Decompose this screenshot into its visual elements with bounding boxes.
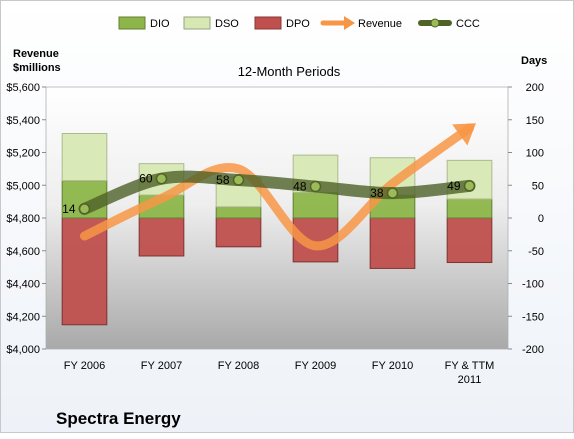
ccc-point [232, 174, 245, 186]
category-label: FY & TTM [445, 360, 495, 372]
left-tick-label: $4,400 [6, 279, 40, 291]
ccc-point [309, 180, 322, 193]
ccc-point [463, 180, 476, 192]
right-tick-label: -50 [528, 246, 544, 258]
ccc-data-label: 60 [139, 172, 153, 186]
line-group: 14 60 58 48 38 49 [62, 123, 476, 251]
revenue-arrowhead [452, 123, 476, 146]
dso-bar [61, 133, 108, 182]
left-tick-label: $4,000 [6, 344, 40, 356]
category-label: FY 2010 [372, 360, 413, 372]
left-tick-label: $4,200 [6, 311, 40, 323]
plot-title: 12-Month Periods [238, 64, 341, 79]
bar-group [61, 133, 493, 326]
category-axis: FY 2006 FY 2007 FY 2008 FY 2009 FY 2010 FY & … [64, 360, 495, 386]
ccc-data-label: 58 [216, 173, 230, 187]
dio-bar [292, 191, 339, 219]
category-label: FY 2007 [141, 360, 182, 372]
legend-label: DIO [150, 18, 170, 30]
left-axis-title-line-1: Revenue [13, 48, 59, 60]
left-tick-label: $5,200 [6, 148, 40, 160]
left-axis-title-line-2: $millions [13, 62, 61, 74]
category-label: FY 2008 [218, 360, 259, 372]
ccc-data-label: 38 [370, 186, 384, 200]
ccc-point [78, 203, 91, 215]
left-axis: $4,000 $4,200 $4,400 $4,600 $4,800 $5,000 $5,2… [6, 82, 46, 356]
right-tick-label: -150 [522, 311, 544, 323]
right-tick-label: 200 [526, 82, 544, 94]
right-tick-label: 150 [526, 115, 544, 127]
revenue-line [80, 123, 474, 251]
left-tick-label: $4,600 [6, 246, 40, 258]
legend-swatch-dso [183, 16, 211, 30]
dio-bar [215, 206, 262, 219]
ccc-point [386, 187, 399, 199]
legend-arrowhead-revenue [344, 16, 355, 30]
category-label: FY 2009 [295, 360, 336, 372]
left-tick-label: $5,400 [6, 115, 40, 127]
right-tick-label: 0 [538, 213, 544, 225]
right-axis-title: Days [521, 55, 547, 67]
legend-label: CCC [456, 18, 480, 30]
company-name: Spectra Energy [56, 409, 181, 428]
dpo-bar [446, 217, 493, 264]
legend-swatch-dpo [254, 16, 282, 30]
right-axis: -200 -150 -100 -50 0 50 100 150 200 [508, 82, 544, 356]
legend: DIO DSO DPO Revenue CCC [118, 16, 480, 30]
category-label: FY 2006 [64, 360, 105, 372]
dpo-bar [138, 217, 185, 257]
right-tick-label: -100 [522, 279, 544, 291]
ccc-data-label: 14 [62, 202, 76, 216]
ccc-point [155, 172, 168, 185]
dio-bar [446, 198, 493, 219]
ccc-data-label: 48 [293, 180, 307, 194]
right-tick-label: -200 [522, 344, 544, 356]
dpo-bar [369, 217, 416, 269]
left-tick-label: $5,000 [6, 180, 40, 192]
legend-label: Revenue [358, 18, 402, 30]
left-tick-label: $5,600 [6, 82, 40, 94]
dpo-bar [215, 217, 262, 248]
right-tick-label: 100 [526, 148, 544, 160]
ccc-line [78, 170, 476, 215]
legend-marker-ccc [430, 18, 440, 28]
legend-swatch-dio [118, 16, 146, 30]
category-label: 2011 [458, 374, 482, 386]
legend-label: DSO [215, 18, 239, 30]
right-tick-label: 50 [532, 180, 544, 192]
left-tick-label: $4,800 [6, 213, 40, 225]
ccc-data-label: 49 [447, 179, 461, 193]
legend-label: DPO [286, 18, 310, 30]
